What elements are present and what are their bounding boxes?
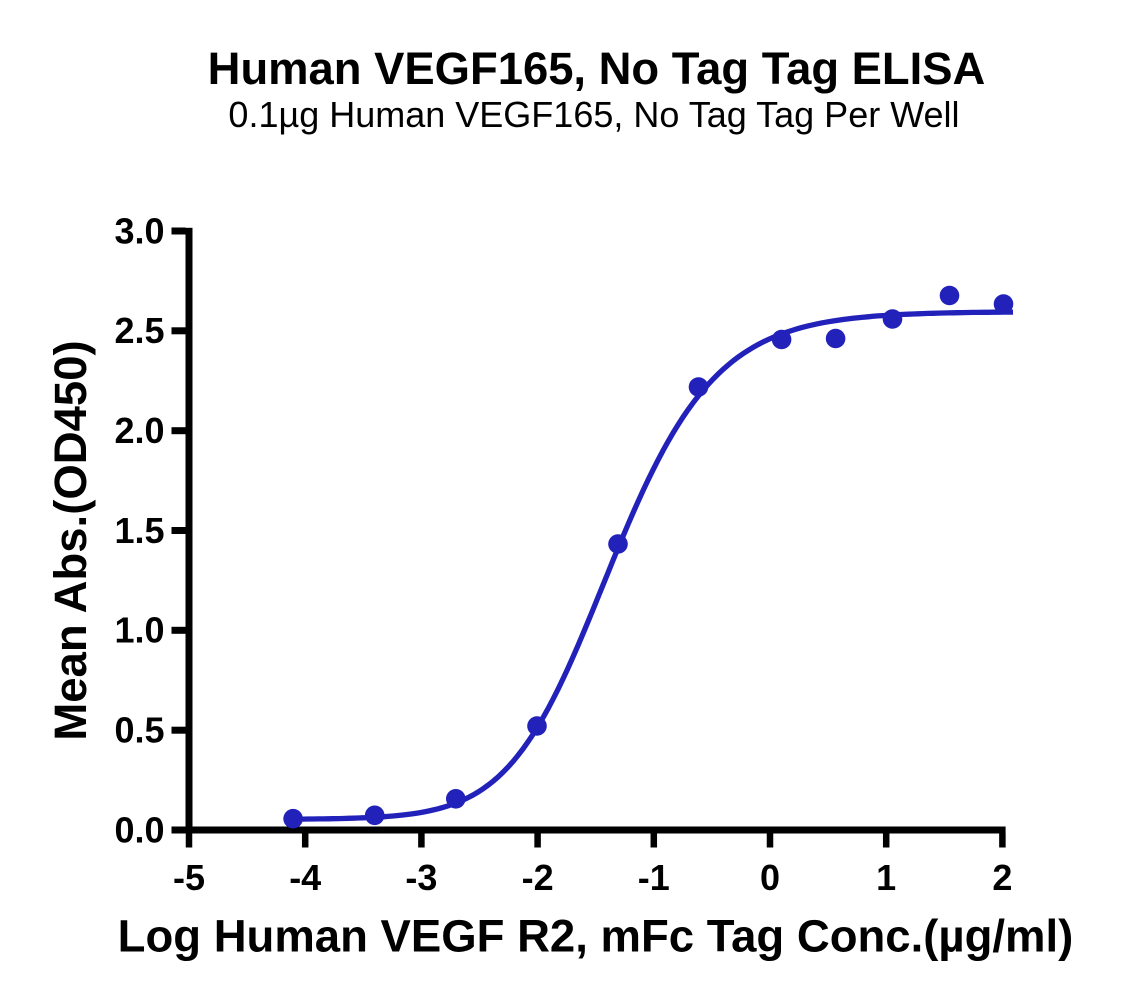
- svg-text:2.0: 2.0: [114, 410, 164, 451]
- svg-text:0: 0: [760, 857, 780, 898]
- svg-text:-5: -5: [173, 857, 205, 898]
- svg-text:-2: -2: [522, 857, 554, 898]
- svg-text:2: 2: [992, 857, 1012, 898]
- svg-text:3.0: 3.0: [114, 210, 164, 251]
- svg-text:1.5: 1.5: [114, 510, 164, 551]
- svg-text:Mean Abs.(OD450): Mean Abs.(OD450): [45, 340, 96, 740]
- svg-text:Log Human VEGF R2, mFc Tag Con: Log Human VEGF R2, mFc Tag Conc.(µg/ml): [118, 911, 1074, 962]
- svg-text:1: 1: [876, 857, 896, 898]
- svg-text:1.0: 1.0: [114, 610, 164, 651]
- svg-text:Human VEGF165, No Tag Tag ELIS: Human VEGF165, No Tag Tag ELISA: [208, 43, 986, 94]
- svg-text:-4: -4: [289, 857, 321, 898]
- svg-text:-1: -1: [638, 857, 670, 898]
- svg-text:0.5: 0.5: [114, 710, 164, 751]
- svg-text:0.1µg Human VEGF165, No Tag Ta: 0.1µg Human VEGF165, No Tag Tag Per Well: [228, 94, 959, 135]
- svg-text:0.0: 0.0: [114, 809, 164, 850]
- svg-text:2.5: 2.5: [114, 310, 164, 351]
- svg-text:-3: -3: [405, 857, 437, 898]
